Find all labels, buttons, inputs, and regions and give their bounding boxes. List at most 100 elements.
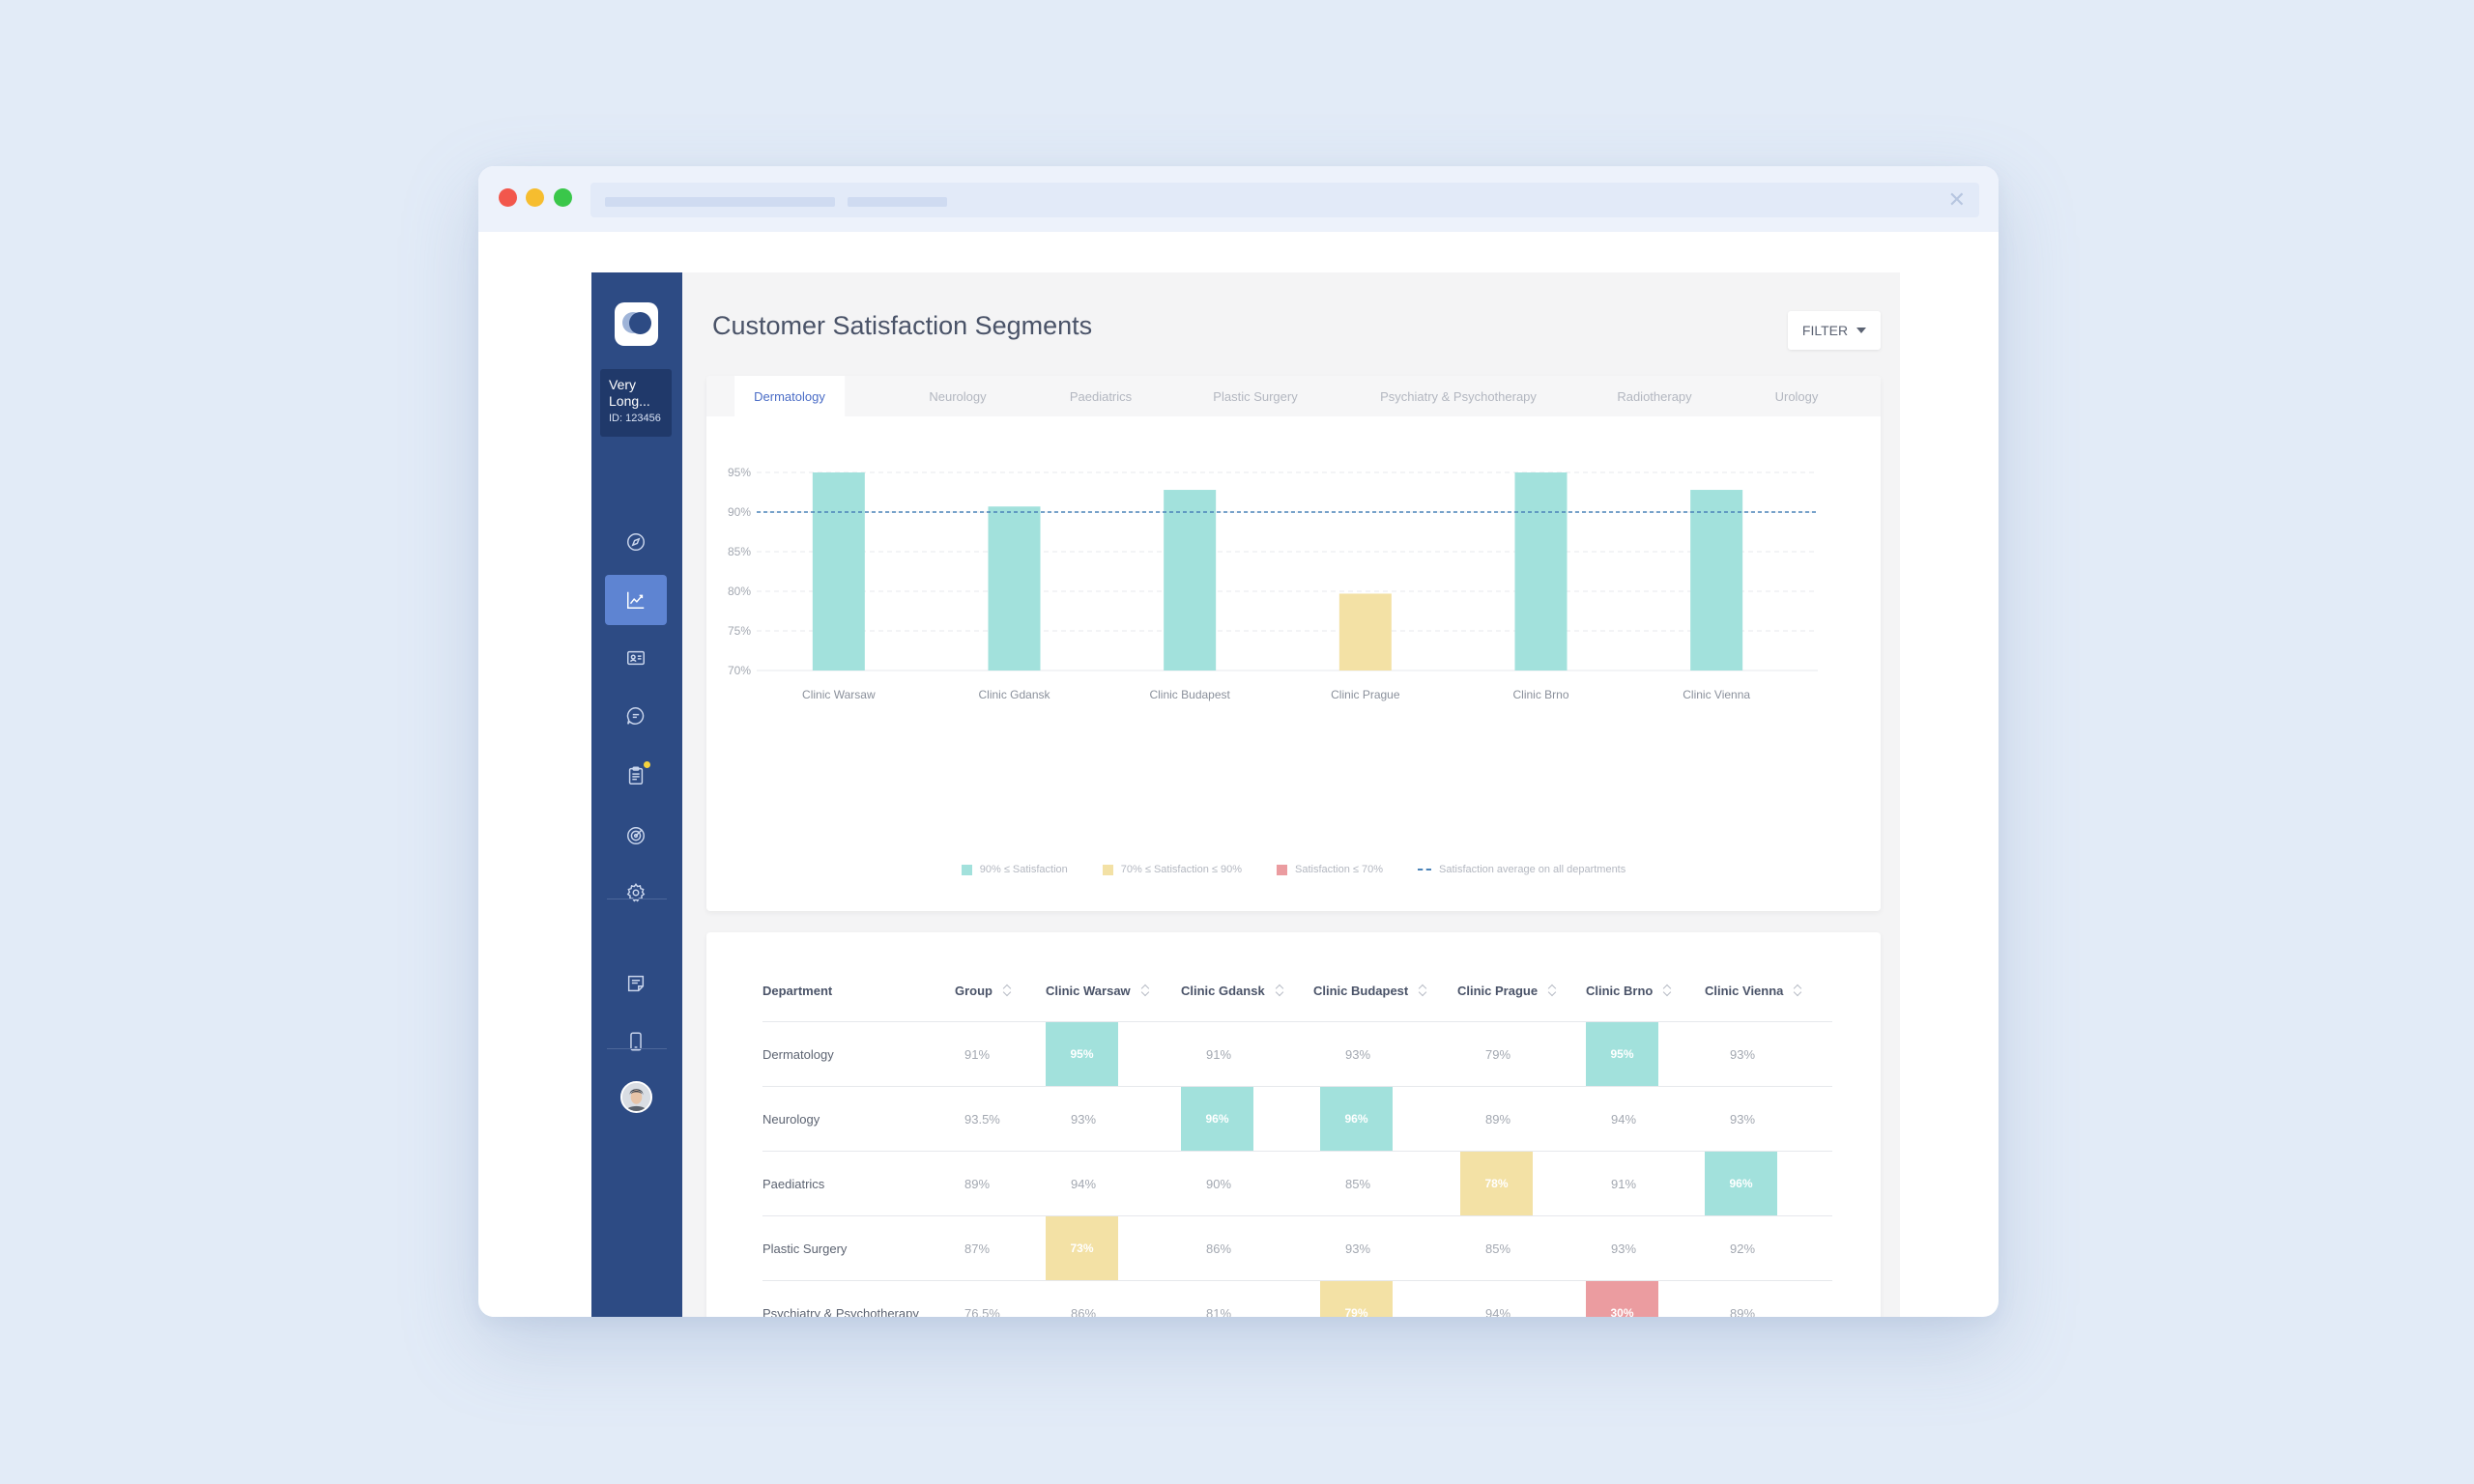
chart-bar [1514, 472, 1568, 671]
value-cell: 85% [1485, 1241, 1511, 1256]
id-card-icon [627, 650, 645, 666]
close-icon[interactable]: ✕ [1947, 187, 1966, 212]
chart-bar [1338, 593, 1392, 671]
x-tick-label: Clinic Vienna [1683, 688, 1750, 701]
table-row: Paediatrics 89% 94% 90% 85% 78% 91% 96% [762, 1152, 1832, 1216]
column-header-clinic-brno[interactable]: Clinic Brno [1586, 959, 1674, 1021]
value-cell: 93% [1730, 1111, 1756, 1127]
group-cell: 89% [964, 1176, 991, 1191]
sidebar-item-analytics[interactable] [605, 575, 667, 625]
chart-line-icon [627, 591, 645, 609]
x-tick-label: Clinic Budapest [1149, 688, 1230, 701]
chart-legend: 90% ≤ Satisfaction 70% ≤ Satisfaction ≤ … [706, 864, 1881, 875]
sidebar-item-notes[interactable] [605, 958, 667, 1009]
gear-icon [626, 883, 646, 902]
legend-item-mid: 70% ≤ Satisfaction ≤ 90% [1102, 864, 1242, 875]
tab-radiotherapy[interactable]: Radiotherapy [1617, 388, 1692, 404]
table-card: Department Group Clinic Warsaw Clinic Gd… [706, 932, 1881, 1317]
group-cell: 91% [964, 1046, 991, 1062]
sort-icon[interactable] [1418, 984, 1429, 997]
legend-item-average: Satisfaction average on all departments [1418, 864, 1625, 875]
tab-neurology[interactable]: Neurology [929, 388, 987, 404]
column-header-group[interactable]: Group [955, 959, 1014, 1021]
sidebar-item-goals[interactable] [605, 811, 667, 861]
browser-window: ✕ Very Long... ID: 123456 [478, 166, 1999, 1317]
highlighted-value-cell: 96% [1320, 1087, 1393, 1151]
tab-dermatology[interactable]: Dermatology [734, 376, 845, 416]
highlighted-value-cell: 95% [1586, 1022, 1658, 1086]
value-cell: 81% [1206, 1305, 1232, 1318]
highlighted-value-cell: 96% [1181, 1087, 1253, 1151]
account-switcher[interactable]: Very Long... ID: 123456 [600, 369, 672, 437]
tab-psychiatry-psychotherapy[interactable]: Psychiatry & Psychotherapy [1380, 388, 1537, 404]
value-cell: 89% [1730, 1305, 1756, 1318]
sidebar-item-explore[interactable] [605, 517, 667, 567]
caret-down-icon [1856, 328, 1867, 333]
sort-icon[interactable] [1547, 984, 1559, 997]
chart-card: Dermatology Neurology Paediatrics Plasti… [706, 376, 1881, 911]
chart-bar [1164, 490, 1217, 671]
address-bar[interactable]: ✕ [590, 183, 1979, 217]
value-cell: 85% [1345, 1176, 1371, 1191]
x-tick-label: Clinic Brno [1512, 688, 1568, 701]
app-content: Very Long... ID: 123456 [591, 272, 1900, 1317]
tab-plastic-surgery[interactable]: Plastic Surgery [1213, 388, 1298, 404]
legend-item-low: Satisfaction ≤ 70% [1276, 864, 1384, 875]
sidebar-item-mobile[interactable] [605, 1016, 667, 1067]
satisfaction-bar-chart: 95% 90% 85% 80% 75% 70% Clinic Warsaw Clinic Gd… [728, 466, 1818, 701]
minimize-window-button[interactable] [526, 188, 544, 207]
highlighted-value-cell: 78% [1460, 1152, 1533, 1215]
account-id: ID: 123456 [609, 413, 661, 424]
legend-swatch [1102, 864, 1113, 875]
user-avatar[interactable] [620, 1081, 652, 1113]
group-cell: 76.5% [964, 1305, 1000, 1318]
note-icon [627, 975, 645, 992]
highlighted-value-cell: 96% [1705, 1152, 1777, 1215]
sort-icon[interactable] [1002, 984, 1014, 997]
value-cell: 89% [1485, 1111, 1511, 1127]
highlighted-value-cell: 79% [1320, 1281, 1393, 1317]
tab-urology[interactable]: Urology [1774, 388, 1819, 404]
sidebar-item-tasks[interactable] [605, 751, 667, 801]
legend-label: 70% ≤ Satisfaction ≤ 90% [1120, 864, 1242, 875]
close-window-button[interactable] [499, 188, 517, 207]
legend-swatch [961, 864, 972, 875]
value-cell: 93% [1730, 1046, 1756, 1062]
target-icon [627, 827, 645, 844]
y-tick-label: 90% [728, 505, 751, 519]
sidebar-item-contacts[interactable] [605, 633, 667, 683]
page-title: Customer Satisfaction Segments [712, 311, 1093, 340]
notification-dot [644, 761, 650, 768]
compass-icon [627, 533, 645, 551]
filter-button[interactable]: FILTER [1788, 311, 1881, 350]
y-tick-label: 95% [728, 466, 751, 479]
sort-icon[interactable] [1275, 984, 1286, 997]
column-header-clinic-prague[interactable]: Clinic Prague [1457, 959, 1559, 1021]
app-logo[interactable] [615, 302, 658, 346]
legend-label: Satisfaction ≤ 70% [1294, 864, 1384, 875]
sort-icon[interactable] [1140, 984, 1152, 997]
sort-icon[interactable] [1662, 984, 1674, 997]
y-tick-label: 80% [728, 585, 751, 598]
value-cell: 93% [1611, 1241, 1637, 1256]
department-cell: Plastic Surgery [762, 1241, 848, 1256]
sidebar-item-messages[interactable] [605, 691, 667, 741]
sort-icon[interactable] [1793, 984, 1804, 997]
value-cell: 93% [1345, 1046, 1371, 1062]
tab-paediatrics[interactable]: Paediatrics [1069, 388, 1133, 404]
value-cell: 93% [1071, 1111, 1097, 1127]
sidebar: Very Long... ID: 123456 [591, 272, 682, 1317]
y-tick-label: 75% [728, 624, 751, 638]
x-tick-label: Clinic Gdansk [978, 688, 1050, 701]
department-cell: Psychiatry & Psychotherapy [762, 1305, 919, 1318]
value-cell: 91% [1206, 1046, 1232, 1062]
url-placeholder-bar [605, 197, 835, 207]
sidebar-item-settings[interactable] [605, 868, 667, 918]
column-header-clinic-budapest[interactable]: Clinic Budapest [1313, 959, 1429, 1021]
value-cell: 94% [1611, 1111, 1637, 1127]
column-header-clinic-warsaw[interactable]: Clinic Warsaw [1046, 959, 1152, 1021]
column-header-clinic-vienna[interactable]: Clinic Vienna [1705, 959, 1804, 1021]
column-header-clinic-gdansk[interactable]: Clinic Gdansk [1181, 959, 1286, 1021]
legend-swatch [1276, 864, 1287, 875]
maximize-window-button[interactable] [554, 188, 572, 207]
